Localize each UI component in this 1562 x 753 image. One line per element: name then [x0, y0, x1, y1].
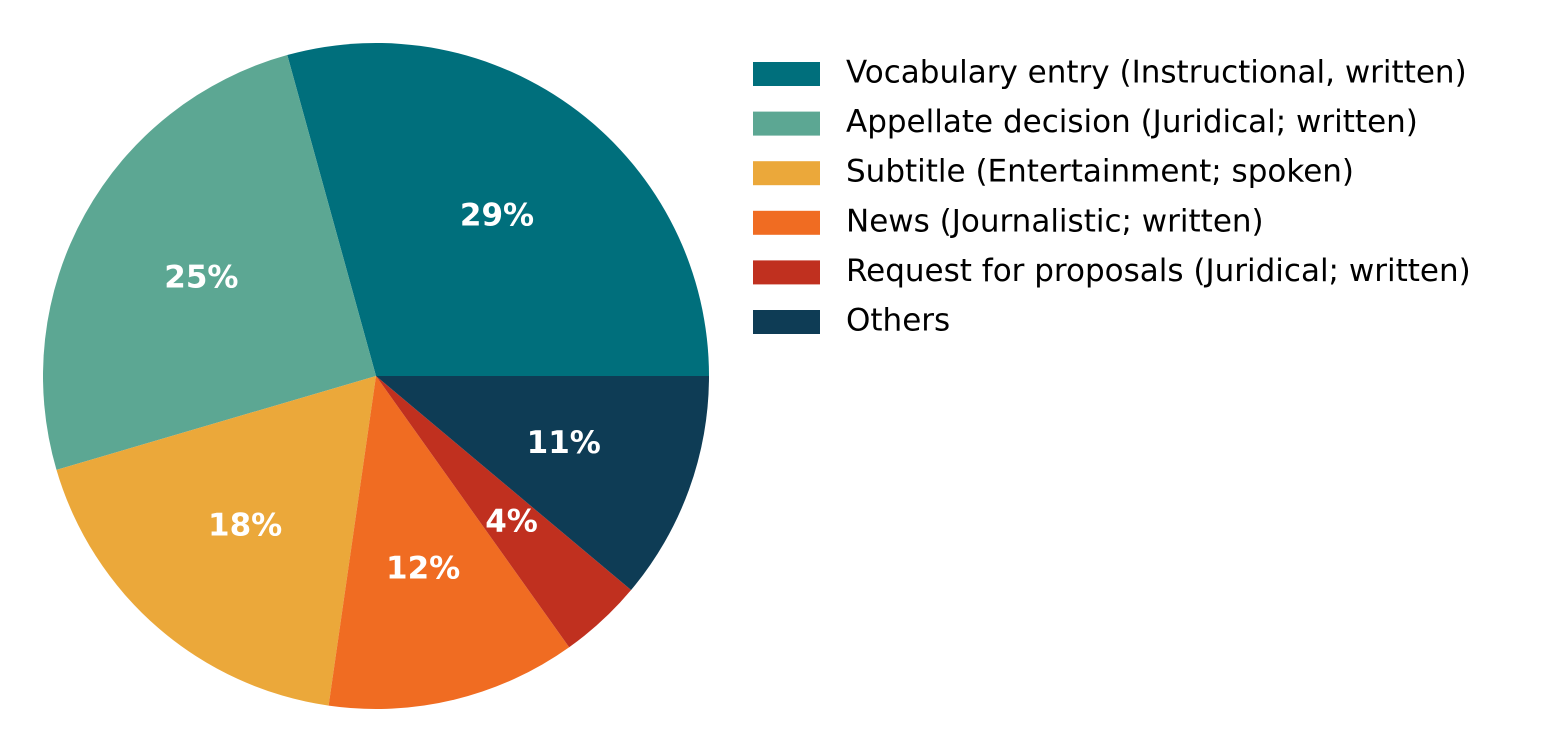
legend-swatch	[753, 210, 820, 235]
legend-label: Request for proposals (Juridical; writte…	[846, 253, 1471, 289]
legend-label: Others	[846, 303, 950, 339]
pie-slice	[376, 376, 709, 591]
slice-label: 25%	[164, 259, 238, 295]
pie-slice	[56, 376, 377, 706]
slice-label: 18%	[208, 507, 282, 543]
slice-label: 11%	[527, 425, 601, 461]
legend-swatch	[753, 310, 820, 334]
pie-slice	[42, 55, 377, 470]
legend-swatch	[753, 111, 820, 136]
legend-label: Appellate decision (Juridical; written)	[846, 104, 1418, 140]
pie-slice	[376, 376, 632, 648]
legend-swatch	[753, 62, 820, 86]
legend-label: Vocabulary entry (Instructional, written…	[846, 55, 1467, 91]
pie-slice	[328, 376, 570, 709]
pie-slice	[287, 42, 709, 376]
legend-swatch	[753, 161, 820, 186]
slice-label: 29%	[460, 198, 534, 234]
slice-label: 12%	[386, 551, 460, 587]
legend-label: Subtitle (Entertainment; spoken)	[846, 154, 1354, 190]
legend-swatch	[753, 260, 820, 285]
legend-label: News (Journalistic; written)	[846, 203, 1264, 239]
slice-label: 4%	[485, 503, 538, 539]
